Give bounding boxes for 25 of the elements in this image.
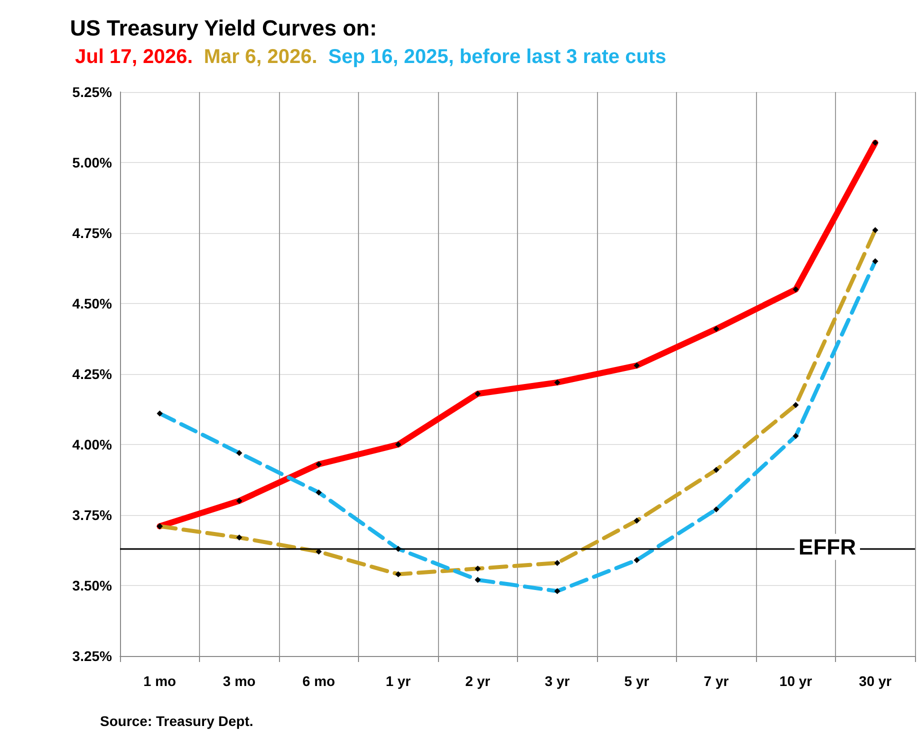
y-tick-label: 4.25% <box>72 366 113 382</box>
ref-line-label: EFFR <box>798 534 856 560</box>
text: Jul 17, 2026. <box>75 46 193 68</box>
y-tick-label: 4.00% <box>72 436 113 452</box>
x-tick-label: 10 yr <box>779 673 813 689</box>
text: Mar 6, 2026. <box>204 46 318 68</box>
x-tick-label: 2 yr <box>465 673 491 689</box>
y-tick-label: 3.50% <box>72 578 113 594</box>
y-tick-label: 4.75% <box>72 225 113 241</box>
x-tick-label: 30 yr <box>858 673 892 689</box>
x-tick-label: 1 yr <box>386 673 412 689</box>
y-tick-label: 5.00% <box>72 154 113 170</box>
y-tick-label: 4.50% <box>72 296 113 312</box>
text: Sep 16, 2025, before last 3 rate cuts <box>328 46 666 68</box>
x-tick-label: 6 mo <box>302 673 336 689</box>
x-tick-label: 3 yr <box>544 673 570 689</box>
x-tick-label: 5 yr <box>624 673 650 689</box>
y-tick-label: 3.75% <box>72 507 113 523</box>
y-tick-label: 5.25% <box>72 84 113 100</box>
x-tick-label: 3 mo <box>222 673 256 689</box>
source-note: Source: Treasury Dept. <box>100 713 254 729</box>
x-tick-label: 1 mo <box>143 673 176 689</box>
x-tick-label: 7 yr <box>704 673 730 689</box>
y-tick-label: 3.25% <box>72 648 113 664</box>
chart-title: US Treasury Yield Curves on: <box>70 16 377 40</box>
